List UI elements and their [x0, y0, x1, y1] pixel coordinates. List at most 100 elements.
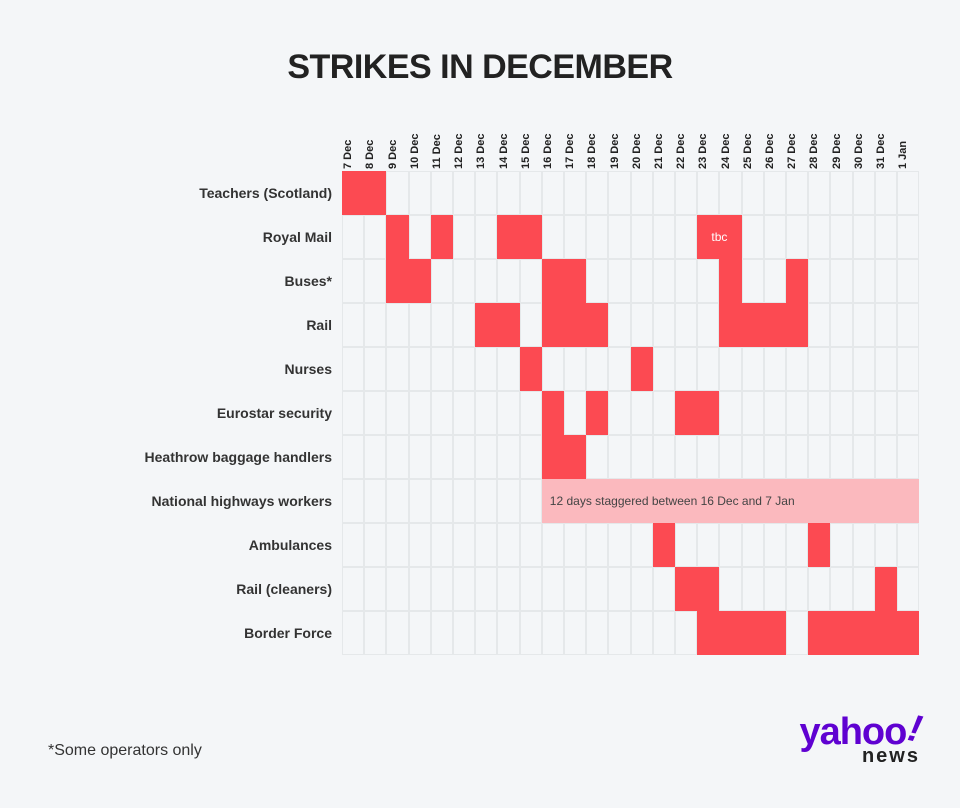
- grid-cell: [342, 611, 364, 655]
- grid-cell: [431, 479, 453, 523]
- date-column-header: 25 Dec: [742, 134, 754, 169]
- grid-cell: [875, 259, 897, 303]
- grid-cell: [520, 435, 542, 479]
- grid-cell: [542, 171, 564, 215]
- date-column-header: 13 Dec: [475, 134, 487, 169]
- date-column-header: 14 Dec: [498, 134, 510, 169]
- grid-cell: [520, 611, 542, 655]
- grid-cell: [631, 171, 653, 215]
- strike-block: [808, 523, 830, 567]
- grid-cell: [586, 435, 608, 479]
- grid-cell: [564, 391, 586, 435]
- grid-cell: [453, 567, 475, 611]
- grid-cell: [364, 303, 386, 347]
- gantt-row: Heathrow baggage handlers: [80, 435, 920, 479]
- row-label: Heathrow baggage handlers: [80, 435, 342, 479]
- grid-cell: [520, 391, 542, 435]
- grid-cell: [853, 259, 875, 303]
- grid-cell: [808, 259, 830, 303]
- strike-block: [697, 611, 786, 655]
- grid-cell: [453, 171, 475, 215]
- grid-cell: [764, 171, 786, 215]
- grid-cell: [653, 567, 675, 611]
- grid-cell: [631, 259, 653, 303]
- gantt-row: Border Force: [80, 611, 920, 655]
- row-label: Royal Mail: [80, 215, 342, 259]
- grid-cell: [409, 523, 431, 567]
- grid-cell: [431, 611, 453, 655]
- grid-cell: [364, 347, 386, 391]
- row-grid: [342, 303, 919, 347]
- grid-cell: [497, 347, 519, 391]
- grid-cell: [786, 171, 808, 215]
- grid-cell: [808, 215, 830, 259]
- grid-cell: [897, 215, 919, 259]
- date-column-header: 26 Dec: [764, 134, 776, 169]
- grid-cell: [875, 435, 897, 479]
- grid-cell: [564, 171, 586, 215]
- grid-cell: [497, 523, 519, 567]
- grid-cell: [653, 391, 675, 435]
- strike-block-text: tbc: [697, 215, 741, 259]
- grid-cell: [875, 347, 897, 391]
- grid-cell: [342, 435, 364, 479]
- grid-cell: [564, 567, 586, 611]
- grid-cell: [520, 523, 542, 567]
- grid-cell: [386, 435, 408, 479]
- gantt-chart: 7 Dec8 Dec9 Dec10 Dec11 Dec12 Dec13 Dec1…: [80, 115, 920, 655]
- strike-block: [808, 611, 919, 655]
- grid-cell: [431, 347, 453, 391]
- grid-cell: [653, 259, 675, 303]
- row-label: Ambulances: [80, 523, 342, 567]
- grid-cell: [586, 523, 608, 567]
- strike-block: [475, 303, 519, 347]
- gantt-row: Ambulances: [80, 523, 920, 567]
- date-column-header: 11 Dec: [431, 134, 443, 169]
- row-label: National highways workers: [80, 479, 342, 523]
- strike-block: [631, 347, 653, 391]
- grid-cell: [497, 171, 519, 215]
- grid-cell: [453, 523, 475, 567]
- grid-cell: [453, 611, 475, 655]
- grid-cell: [520, 171, 542, 215]
- grid-cell: [409, 347, 431, 391]
- grid-cell: [742, 435, 764, 479]
- date-column-header: 31 Dec: [875, 134, 887, 169]
- grid-cell: [364, 611, 386, 655]
- grid-cell: [808, 567, 830, 611]
- grid-cell: [875, 215, 897, 259]
- grid-cell: [497, 259, 519, 303]
- grid-cell: [364, 259, 386, 303]
- strike-block: [542, 259, 586, 303]
- strike-block: [586, 391, 608, 435]
- grid-cell: [564, 523, 586, 567]
- grid-cell: [608, 347, 630, 391]
- grid-cell: [897, 171, 919, 215]
- date-column-header: 19 Dec: [609, 134, 621, 169]
- strike-block: [542, 435, 586, 479]
- grid-cell: [342, 479, 364, 523]
- grid-cell: [364, 435, 386, 479]
- date-column-header: 7 Dec: [342, 140, 354, 169]
- strike-block: [675, 391, 719, 435]
- grid-cell: [786, 435, 808, 479]
- grid-cell: [853, 435, 875, 479]
- grid-cell: [564, 215, 586, 259]
- grid-cell: [342, 523, 364, 567]
- grid-cell: [786, 391, 808, 435]
- grid-cell: [409, 611, 431, 655]
- grid-cell: [631, 215, 653, 259]
- strike-block-text: 12 days staggered between 16 Dec and 7 J…: [542, 479, 919, 523]
- footnote: *Some operators only: [48, 742, 202, 760]
- grid-cell: [764, 435, 786, 479]
- gantt-row: Teachers (Scotland): [80, 171, 920, 215]
- grid-cell: [875, 391, 897, 435]
- grid-cell: [497, 611, 519, 655]
- grid-cell: [453, 391, 475, 435]
- row-label: Rail: [80, 303, 342, 347]
- grid-cell: [608, 435, 630, 479]
- date-column-header: 12 Dec: [453, 134, 465, 169]
- grid-cell: [786, 611, 808, 655]
- grid-cell: [897, 435, 919, 479]
- strike-block: tbc: [697, 215, 741, 259]
